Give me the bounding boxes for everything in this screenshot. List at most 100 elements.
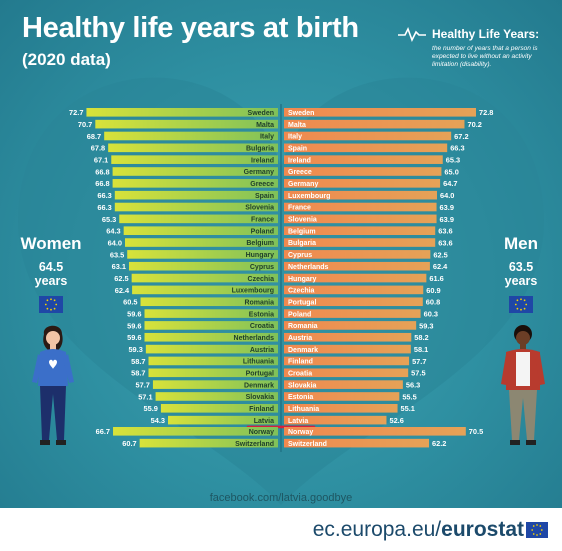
women-country-label: Norway	[249, 429, 274, 436]
men-value-label: 57.5	[411, 369, 425, 378]
men-value-label: 55.5	[402, 392, 416, 401]
women-value-label: 64.0	[108, 238, 122, 247]
men-value-label: 57.7	[412, 357, 426, 366]
men-country-label: Lithuania	[288, 406, 319, 413]
eurostat-link[interactable]: ec.europa.eu/eurostat	[313, 518, 524, 542]
men-value-label: 63.6	[438, 238, 452, 247]
women-bar	[112, 167, 278, 176]
definition-text: the number of years that a person is exp…	[432, 45, 538, 68]
men-country-label: Sweden	[288, 110, 314, 117]
men-bar	[284, 131, 452, 141]
men-bar	[284, 214, 437, 224]
men-country-label: Cyprus	[288, 252, 312, 259]
men-bar	[284, 415, 387, 425]
women-country-label: Cyprus	[250, 264, 274, 271]
women-value-label: 62.4	[115, 286, 130, 295]
men-value-label: 65.0	[444, 167, 458, 176]
facebook-link[interactable]: facebook.com/latvia.goodbye	[209, 492, 353, 504]
women-bar	[139, 438, 278, 448]
women-country-label: Spain	[255, 193, 274, 200]
women-country-label: Luxembourg	[232, 288, 274, 295]
women-country-label: Hungary	[246, 252, 275, 259]
men-value-label: 60.3	[424, 309, 438, 318]
men-bar	[284, 250, 431, 259]
women-bar	[128, 261, 278, 271]
women-country-label: Switzerland	[235, 441, 274, 448]
men-bar	[284, 143, 448, 153]
women-country-label: Sweden	[248, 110, 274, 117]
women-bar	[95, 119, 278, 129]
women-country-label: Belgium	[246, 240, 274, 247]
women-value-label: 62.5	[114, 274, 128, 283]
men-country-label: Poland	[288, 311, 311, 318]
men-bar	[284, 392, 400, 401]
women-value-label: 60.5	[123, 298, 137, 307]
men-country-label: Ireland	[288, 157, 311, 164]
women-value-label: 54.3	[151, 416, 165, 425]
women-bar	[145, 344, 278, 354]
women-average-value: 64.5	[38, 260, 64, 274]
women-value-label: 66.8	[95, 179, 109, 188]
women-bar	[113, 427, 278, 436]
men-country-label: Italy	[288, 134, 302, 141]
men-country-label: Latvia	[288, 418, 308, 425]
women-value-label: 64.3	[106, 227, 120, 236]
men-value-label: 59.3	[419, 321, 433, 330]
women-value-label: 68.7	[87, 132, 101, 141]
men-country-label: Belgium	[288, 228, 316, 235]
infographic-panel: Healthy life years at birth (2020 data) …	[0, 0, 562, 508]
men-country-label: Austria	[288, 335, 312, 342]
women-value-label: 58.7	[131, 357, 145, 366]
men-bar	[284, 356, 410, 366]
women-bar	[114, 202, 278, 212]
women-value-label: 66.3	[97, 191, 111, 200]
men-country-label: Slovenia	[288, 217, 317, 224]
men-average-unit: years	[504, 274, 538, 288]
men-bar	[284, 261, 430, 271]
men-country-label: Switzerland	[288, 441, 327, 448]
men-value-label: 61.6	[429, 274, 443, 283]
men-bar	[284, 380, 403, 389]
page-title: Healthy life years at birth	[22, 12, 359, 44]
men-value-label: 70.5	[469, 427, 483, 436]
men-bar	[284, 155, 443, 164]
women-country-label: Austria	[250, 347, 274, 354]
women-country-label: Czechia	[248, 276, 275, 283]
women-country-label: Bulgaria	[246, 146, 274, 153]
men-bar	[284, 427, 466, 436]
men-bar	[284, 438, 430, 448]
men-value-label: 65.3	[446, 156, 460, 165]
men-value-label: 60.9	[426, 286, 440, 295]
men-panel: Men 63.5 years	[490, 234, 552, 288]
men-bar	[284, 285, 424, 295]
women-country-label: Slovakia	[246, 394, 275, 401]
men-country-label: Germany	[288, 181, 318, 188]
men-bar	[284, 309, 421, 318]
men-value-label: 63.9	[440, 203, 454, 212]
bar-chart: Sweden 72.7 Sweden 72.8 Malta 70.7 Malta 70.2 It…	[69, 104, 493, 452]
women-value-label: 59.6	[127, 309, 141, 318]
women-bar	[114, 190, 278, 200]
women-value-label: 63.1	[112, 262, 126, 271]
women-bar	[148, 368, 278, 378]
women-country-label: Portugal	[246, 370, 274, 377]
men-bar	[284, 167, 442, 176]
women-value-label: 63.5	[110, 250, 124, 259]
men-country-label: Slovakia	[288, 382, 317, 389]
men-country-label: Denmark	[288, 347, 318, 354]
women-country-label: Germany	[244, 169, 274, 176]
men-average-value: 63.5	[508, 260, 534, 274]
site-prefix: ec.europa.eu/	[312, 518, 442, 541]
men-country-label: France	[288, 205, 311, 212]
women-bar	[119, 214, 278, 224]
women-bar	[104, 131, 278, 141]
women-value-label: 55.9	[144, 404, 158, 413]
women-value-label: 66.7	[96, 427, 110, 436]
men-bar	[284, 321, 417, 330]
men-bar	[284, 332, 412, 342]
women-bar	[127, 250, 278, 259]
men-value-label: 63.6	[438, 227, 452, 236]
women-country-label: Denmark	[244, 382, 274, 389]
women-value-label: 67.8	[91, 144, 105, 153]
women-bar	[168, 415, 278, 425]
